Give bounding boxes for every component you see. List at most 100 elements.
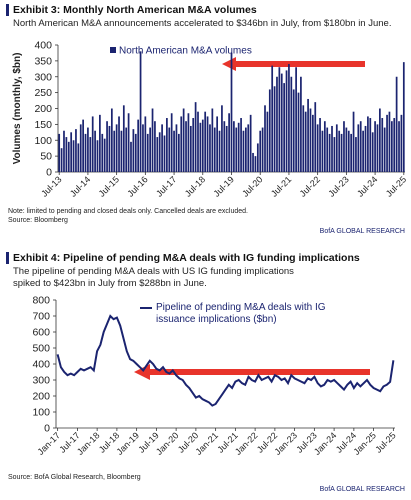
- bar: [383, 127, 386, 172]
- bar: [338, 130, 341, 172]
- y-tick-label: 400: [34, 40, 52, 52]
- bar: [319, 118, 321, 172]
- bar: [122, 105, 125, 172]
- y-tick-label: 100: [34, 135, 52, 147]
- bar: [390, 121, 393, 172]
- bar: [180, 116, 183, 172]
- y-tick-label: 400: [32, 359, 50, 371]
- bar: [323, 121, 326, 172]
- bar: [302, 105, 305, 172]
- bar: [87, 127, 89, 172]
- bar: [113, 130, 116, 172]
- bar: [120, 130, 123, 172]
- source: Source: Bloomberg: [8, 217, 68, 224]
- y-axis-label: Volumes (monthly, $bn): [12, 53, 23, 165]
- bar: [99, 114, 101, 172]
- x-tick-label: Jul-18: [183, 174, 207, 198]
- x-tick-label: Jan-22: [233, 430, 260, 457]
- bar: [268, 89, 271, 172]
- y-tick-label: 0: [46, 167, 52, 179]
- bar: [89, 137, 92, 172]
- bar: [266, 111, 269, 172]
- x-tick-label: Jul-21: [269, 174, 293, 198]
- y-tick-label: 500: [32, 343, 50, 355]
- bar: [240, 118, 242, 172]
- legend-swatch: [110, 47, 116, 53]
- bar: [278, 67, 281, 172]
- subtitle: North American M&A announcements acceler…: [13, 18, 392, 29]
- bar: [177, 133, 180, 172]
- bar: [201, 119, 204, 172]
- bar: [235, 127, 238, 172]
- bar: [295, 67, 297, 172]
- bar: [213, 127, 216, 172]
- bar: [58, 133, 61, 172]
- bar: [362, 130, 364, 172]
- x-tick-label: Jan-25: [351, 430, 378, 457]
- title: Exhibit 4: Pipeline of pending M&A deals…: [6, 252, 360, 264]
- bar: [218, 130, 221, 172]
- bar: [335, 124, 338, 172]
- bar: [273, 86, 276, 172]
- y-tick-label: 600: [32, 327, 50, 339]
- bar: [352, 111, 355, 172]
- x-tick-label: Jul-25: [373, 430, 397, 454]
- x-tick-label: Jan-24: [312, 430, 339, 457]
- bar: [364, 125, 367, 172]
- y-tick-label: 350: [34, 55, 52, 67]
- bar: [65, 137, 68, 172]
- bar: [163, 135, 166, 172]
- bar: [118, 116, 120, 172]
- bar: [137, 119, 140, 172]
- y-tick-label: 250: [34, 87, 52, 99]
- bar: [264, 105, 266, 172]
- x-tick-label: Jan-19: [115, 430, 142, 457]
- bar: [345, 127, 348, 172]
- bar: [134, 133, 137, 172]
- bar: [400, 114, 403, 172]
- bar: [154, 121, 156, 172]
- x-tick-label: Jan-20: [154, 430, 181, 457]
- bar: [321, 130, 324, 172]
- bar: [276, 76, 278, 172]
- bar: [328, 133, 331, 172]
- x-tick-label: Jan-23: [272, 430, 299, 457]
- bar: [156, 137, 159, 172]
- bar: [216, 116, 219, 172]
- bar: [149, 127, 151, 172]
- bar: [72, 140, 75, 172]
- bar: [142, 124, 144, 172]
- bar: [326, 127, 329, 172]
- y-tick-label: 800: [32, 295, 50, 307]
- bar: [168, 127, 171, 172]
- bar: [237, 122, 240, 172]
- bar: [225, 125, 228, 172]
- bar: [125, 127, 128, 172]
- bar: [158, 132, 161, 172]
- bar: [309, 108, 312, 172]
- bar: [96, 140, 99, 172]
- bar: [388, 111, 391, 172]
- bar: [115, 124, 118, 172]
- y-tick-label: 100: [32, 407, 50, 419]
- watermark: BofA GLOBAL RESEARCH: [319, 486, 405, 493]
- bar: [347, 130, 350, 172]
- arrow: [222, 57, 365, 71]
- bar: [371, 132, 374, 172]
- y-tick-label: 700: [32, 311, 50, 323]
- bar: [398, 121, 400, 172]
- x-tick-label: Jul-17: [154, 174, 178, 198]
- bar: [70, 132, 73, 172]
- bar: [211, 108, 214, 172]
- legend-label: North American M&A volumes: [119, 46, 252, 57]
- bar: [300, 76, 302, 172]
- bar: [312, 114, 314, 172]
- bar: [75, 129, 77, 172]
- bar: [223, 121, 226, 172]
- bar: [82, 119, 84, 172]
- bar: [91, 116, 94, 172]
- subtitle: The pipeline of pending M&A deals with U…: [13, 266, 294, 289]
- bar: [331, 125, 333, 172]
- bar: [182, 108, 185, 172]
